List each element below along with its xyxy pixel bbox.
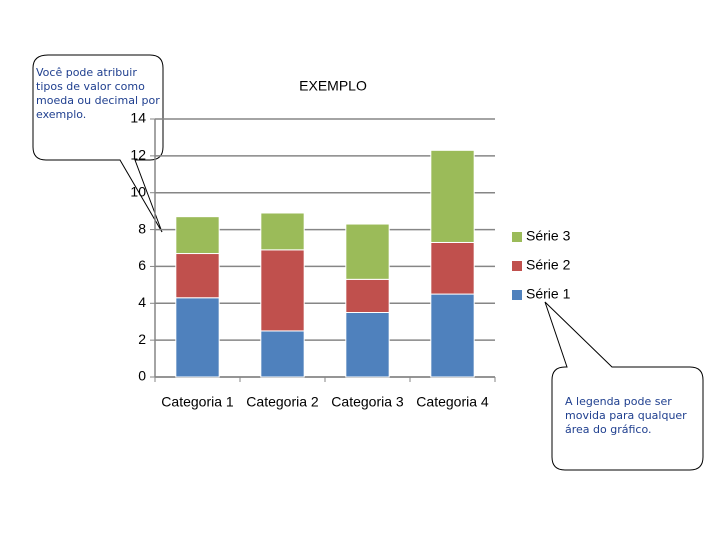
annotation: A legenda pode ser movida para qualquer … xyxy=(565,395,687,436)
y-tick-label: 6 xyxy=(138,257,146,273)
legend-label: Série 3 xyxy=(526,228,571,244)
x-tick-label: Categoria 1 xyxy=(161,394,234,410)
callout-bubble xyxy=(32,54,164,233)
callout-bubble xyxy=(544,301,704,471)
x-tick-label: Categoria 2 xyxy=(246,394,319,410)
legend-swatch xyxy=(512,290,522,300)
bar-segment xyxy=(345,223,390,280)
bar-segment xyxy=(430,293,475,378)
y-tick-label: 2 xyxy=(138,331,146,347)
y-tick-label: 10 xyxy=(130,183,146,199)
legend-label: Série 1 xyxy=(526,286,571,302)
bar-segment xyxy=(175,253,220,299)
y-tick-label: 12 xyxy=(130,147,146,163)
bar-segment xyxy=(430,241,475,295)
bar-segment xyxy=(260,212,305,251)
chart-title: EXEMPLO xyxy=(299,78,367,94)
x-tick-label: Categoria 3 xyxy=(331,394,404,410)
bar-segment xyxy=(345,312,390,378)
bar-segment xyxy=(430,149,475,243)
bar-segment xyxy=(175,297,220,378)
legend-label: Série 2 xyxy=(526,257,571,273)
annotation: Você pode atribuir tipos de valor como m… xyxy=(36,66,160,121)
bar-segment xyxy=(260,330,305,378)
legend-swatch xyxy=(512,261,522,271)
y-tick-label: 0 xyxy=(138,368,146,384)
legend-swatch xyxy=(512,232,522,242)
y-tick-label: 14 xyxy=(130,110,146,126)
bar-segment xyxy=(260,249,305,332)
bar-segment xyxy=(175,216,220,255)
bar-segment xyxy=(345,278,390,314)
y-tick-label: 8 xyxy=(138,220,146,236)
x-tick-label: Categoria 4 xyxy=(416,394,489,410)
y-tick-label: 4 xyxy=(138,294,146,310)
